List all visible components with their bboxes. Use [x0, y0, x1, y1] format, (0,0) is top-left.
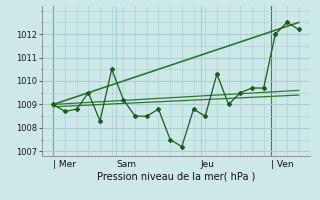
Text: | Ven: | Ven [271, 160, 293, 169]
Text: | Mer: | Mer [53, 160, 76, 169]
X-axis label: Pression niveau de la mer( hPa ): Pression niveau de la mer( hPa ) [97, 172, 255, 182]
Text: Jeu: Jeu [201, 160, 214, 169]
Text: Sam: Sam [116, 160, 136, 169]
